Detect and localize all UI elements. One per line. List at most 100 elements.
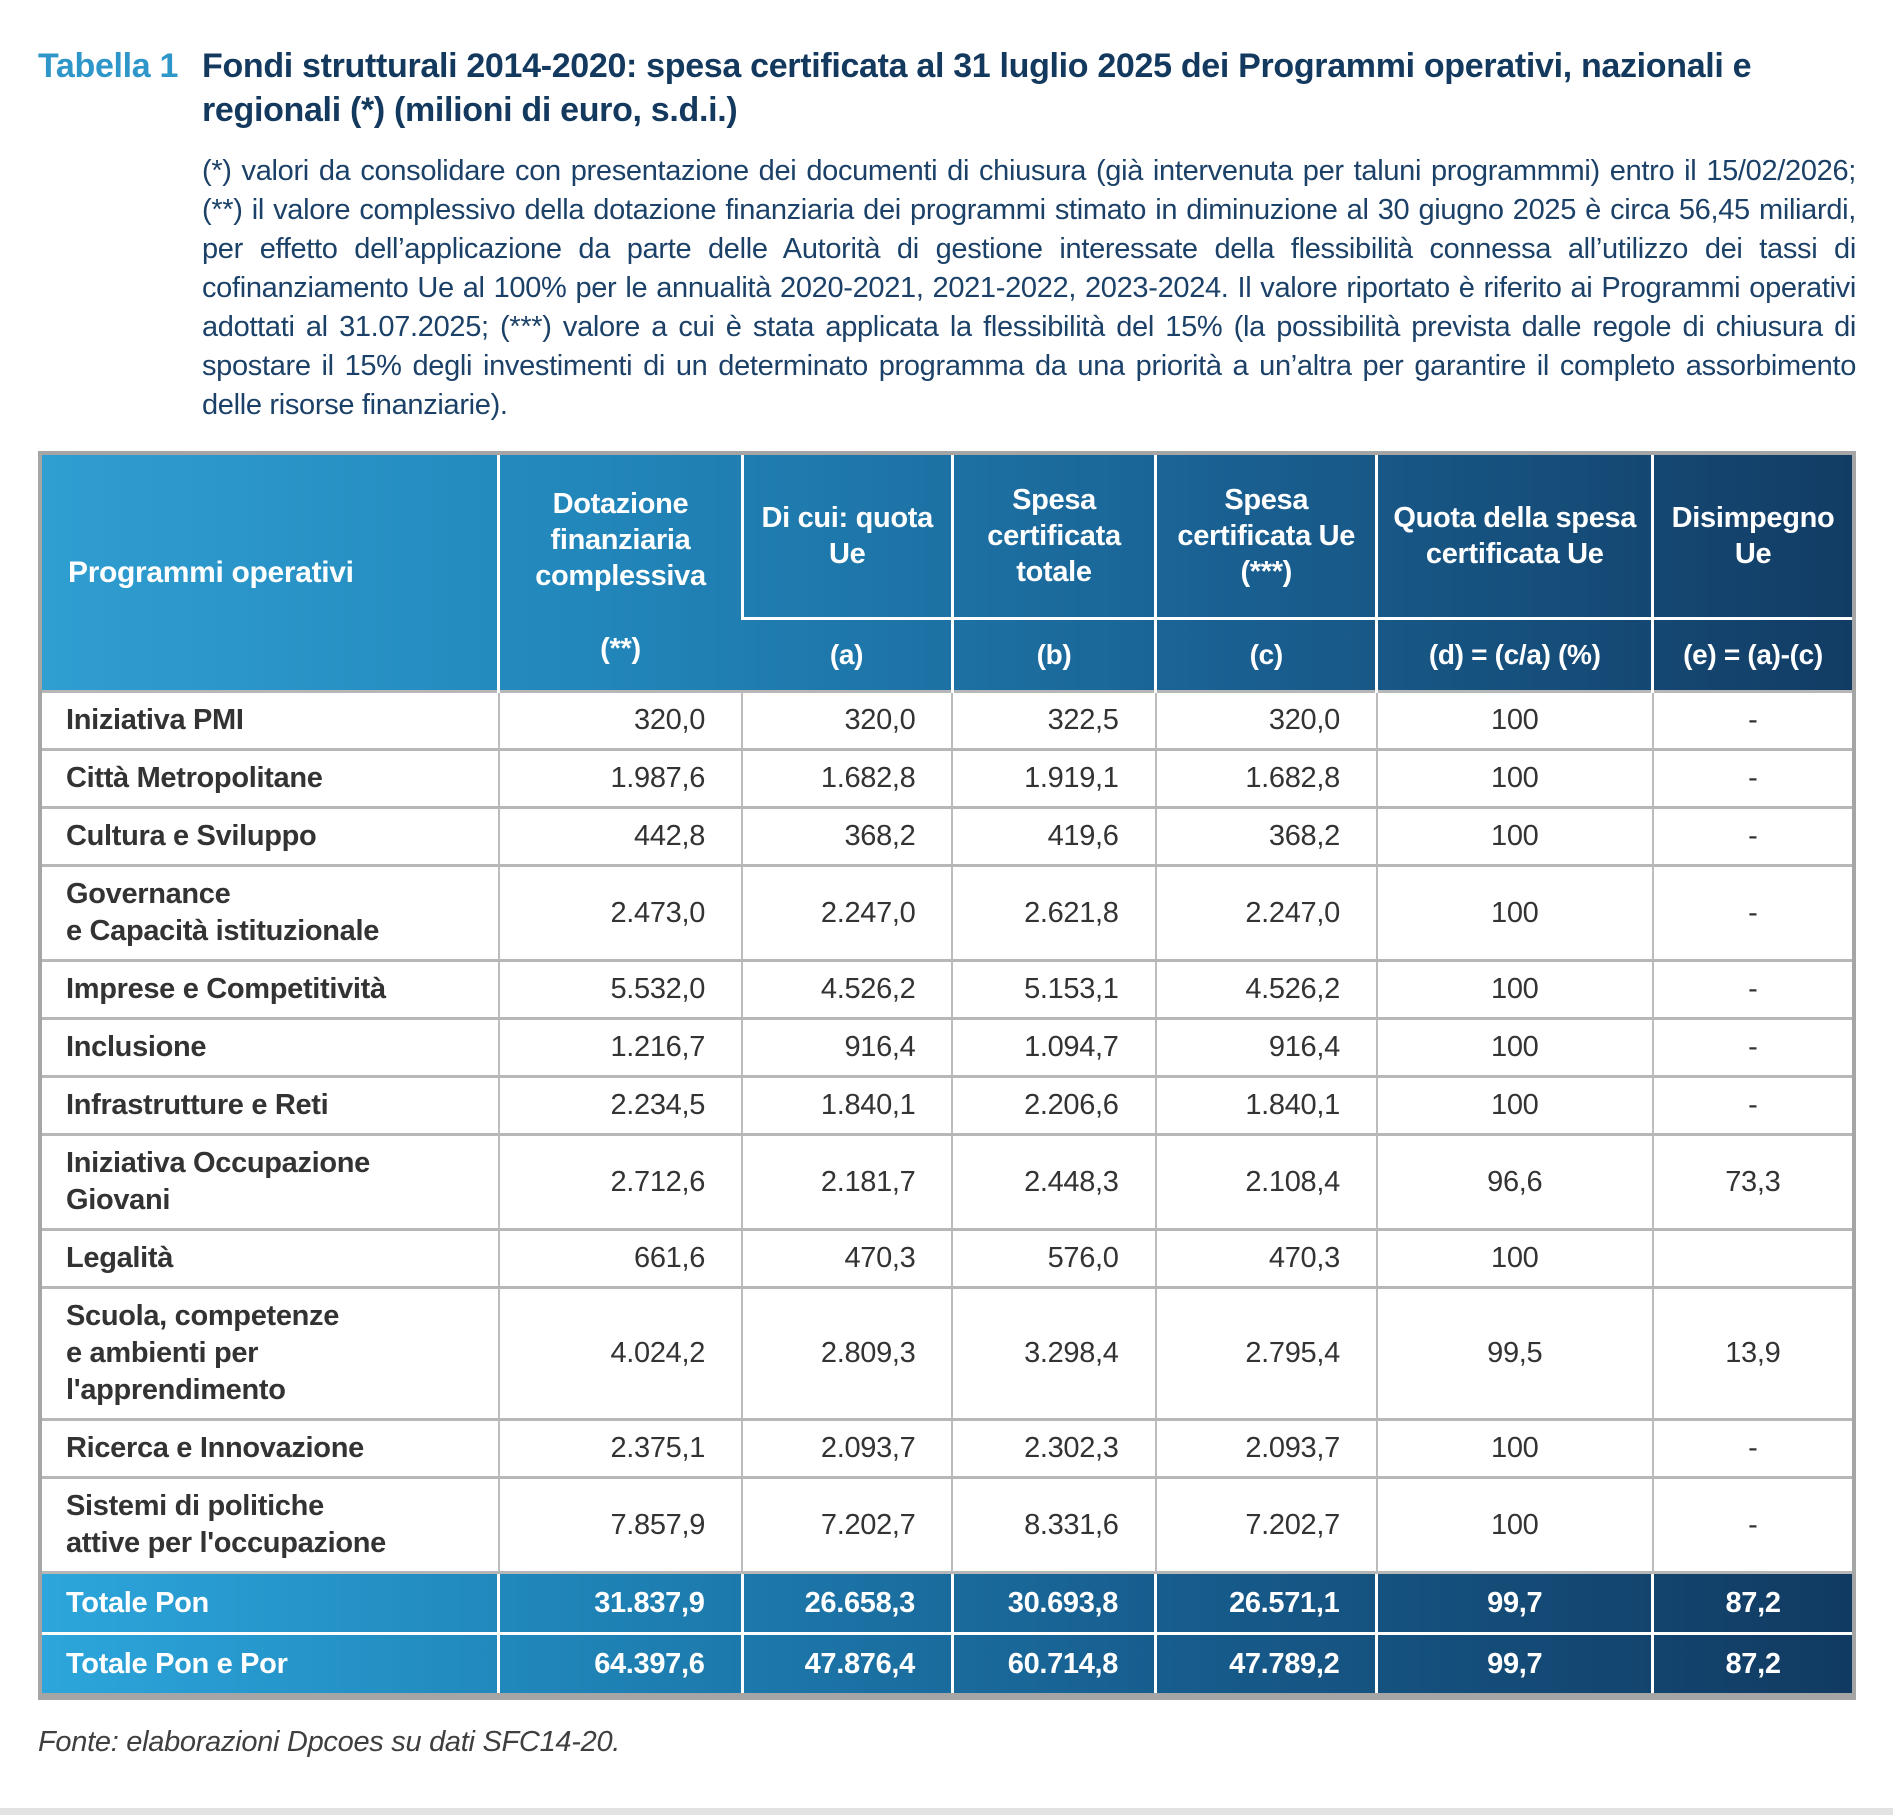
value-cell: 2.621,8 [951, 864, 1156, 961]
program-name: Inclusione [40, 1017, 499, 1077]
value-cell: 1.682,8 [1154, 748, 1377, 808]
value-cell: - [1651, 959, 1854, 1019]
value-cell: 1.840,1 [1154, 1075, 1377, 1135]
table-row: Legalità 661,6 470,3 576,0 470,3 100 [40, 1228, 1854, 1288]
value-cell: 2.234,5 [497, 1075, 743, 1135]
value-cell: 661,6 [497, 1228, 743, 1288]
value-cell: 73,3 [1651, 1133, 1854, 1230]
value-cell: 5.153,1 [951, 959, 1156, 1019]
program-name: Sistemi di politiche attive per l'occupa… [40, 1476, 499, 1573]
value-cell: 96,6 [1375, 1133, 1653, 1230]
data-table: Programmi operativi Dotazione finanziari… [38, 451, 1856, 1700]
value-cell: 100 [1375, 1017, 1653, 1077]
value-cell: 2.206,6 [951, 1075, 1156, 1135]
value-cell: 7.202,7 [741, 1476, 953, 1573]
value-cell: 26.658,3 [740, 1571, 953, 1634]
value-cell: 100 [1375, 748, 1653, 808]
value-cell: 2.795,4 [1154, 1286, 1377, 1420]
value-cell: - [1651, 690, 1854, 750]
program-name: Iniziativa Occupazione Giovani [40, 1133, 499, 1230]
value-cell: 7.202,7 [1154, 1476, 1377, 1573]
table-row: Infrastrutture e Reti 2.234,5 1.840,1 2.206… [40, 1075, 1854, 1135]
value-cell: 7.857,9 [497, 1476, 743, 1573]
program-name: Legalità [40, 1228, 499, 1288]
table-body: Iniziativa PMI 320,0 320,0 322,5 320,0 100- Ci… [40, 690, 1854, 1573]
table-totals: Totale Pon 31.837,9 26.658,3 30.693,8 26.571… [40, 1571, 1854, 1697]
table-row: Città Metropolitane 1.987,6 1.682,8 1.919,1… [40, 748, 1854, 808]
value-cell: 2.473,0 [497, 864, 743, 961]
value-cell: 100 [1375, 864, 1653, 961]
column-header-disimpegno: Disimpegno Ue [1651, 453, 1854, 619]
page-title: Fondi strutturali 2014-2020: spesa certi… [202, 47, 1752, 129]
value-cell: 2.712,6 [497, 1133, 743, 1230]
table-caption: Tabella 1 Fondi strutturali 2014-2020: s… [38, 44, 1856, 132]
value-cell: - [1651, 1017, 1854, 1077]
value-cell: 100 [1375, 690, 1653, 750]
value-cell: 2.247,0 [741, 864, 953, 961]
value-cell: 2.093,7 [1154, 1418, 1377, 1478]
value-cell: 1.682,8 [741, 748, 953, 808]
value-cell: - [1651, 1075, 1854, 1135]
value-cell: 87,2 [1651, 1632, 1854, 1697]
value-cell: 368,2 [741, 806, 953, 866]
value-cell: 1.094,7 [951, 1017, 1156, 1077]
program-name: Iniziativa PMI [40, 690, 499, 750]
value-cell: 100 [1375, 1228, 1653, 1288]
column-header-spesa-ue: Spesa certificata Ue (***) [1154, 453, 1377, 619]
value-cell: 2.181,7 [741, 1133, 953, 1230]
table-header: Programmi operativi Dotazione finanziari… [40, 453, 1854, 692]
program-name: Città Metropolitane [40, 748, 499, 808]
value-cell: 30.693,8 [950, 1571, 1156, 1634]
column-header-code: (**) [600, 633, 641, 665]
column-code-b: (b) [950, 617, 1156, 692]
value-cell [1651, 1228, 1854, 1288]
value-cell: 26.571,1 [1154, 1571, 1377, 1634]
value-cell: 3.298,4 [951, 1286, 1156, 1420]
table-row: Sistemi di politiche attive per l'occupa… [40, 1476, 1854, 1573]
program-name: Totale Pon e Por [40, 1632, 499, 1697]
value-cell: 320,0 [1154, 690, 1377, 750]
column-code-c: (c) [1154, 617, 1377, 692]
value-cell: 47.789,2 [1154, 1632, 1377, 1697]
table-caption-label: Tabella 1 [38, 47, 179, 85]
value-cell: 8.331,6 [951, 1476, 1156, 1573]
table-row: Iniziativa Occupazione Giovani 2.712,6 2.1… [40, 1133, 1854, 1230]
value-cell: - [1651, 1476, 1854, 1573]
value-cell: 99,5 [1375, 1286, 1653, 1420]
program-name: Governance e Capacità istituzionale [40, 864, 499, 961]
value-cell: 47.876,4 [740, 1632, 953, 1697]
value-cell: 916,4 [741, 1017, 953, 1077]
value-cell: 1.987,6 [497, 748, 743, 808]
value-cell: - [1651, 864, 1854, 961]
value-cell: 100 [1375, 1476, 1653, 1573]
value-cell: 2.375,1 [497, 1418, 743, 1478]
value-cell: 322,5 [951, 690, 1156, 750]
column-code-d: (d) = (c/a) (%) [1375, 617, 1653, 692]
table-row: Scuola, competenze e ambienti per l'appr… [40, 1286, 1854, 1420]
table-container: Programmi operativi Dotazione finanziari… [38, 451, 1856, 1700]
value-cell: - [1651, 1418, 1854, 1478]
value-cell: 419,6 [951, 806, 1156, 866]
value-cell: 5.532,0 [497, 959, 743, 1019]
value-cell: 2.108,4 [1154, 1133, 1377, 1230]
program-name: Imprese e Competitività [40, 959, 499, 1019]
column-header-quota-ue: Di cui: quota Ue [740, 453, 953, 619]
value-cell: 100 [1375, 1418, 1653, 1478]
value-cell: - [1651, 748, 1854, 808]
value-cell: 1.216,7 [497, 1017, 743, 1077]
value-cell: 60.714,8 [950, 1632, 1156, 1697]
value-cell: 2.302,3 [951, 1418, 1156, 1478]
value-cell: 470,3 [1154, 1228, 1377, 1288]
value-cell: 442,8 [497, 806, 743, 866]
table-row: Imprese e Competitività 5.532,0 4.526,2 5.1… [40, 959, 1854, 1019]
value-cell: 320,0 [741, 690, 953, 750]
value-cell: 13,9 [1651, 1286, 1854, 1420]
value-cell: 4.526,2 [741, 959, 953, 1019]
value-cell: 4.024,2 [497, 1286, 743, 1420]
bottom-divider-bar [0, 1808, 1893, 1815]
column-code-a: (a) [742, 617, 953, 692]
table-row: Inclusione 1.216,7 916,4 1.094,7 916,4 100- [40, 1017, 1854, 1077]
column-code-e: (e) = (a)-(c) [1651, 617, 1854, 692]
value-cell: 470,3 [741, 1228, 953, 1288]
program-name: Cultura e Sviluppo [40, 806, 499, 866]
